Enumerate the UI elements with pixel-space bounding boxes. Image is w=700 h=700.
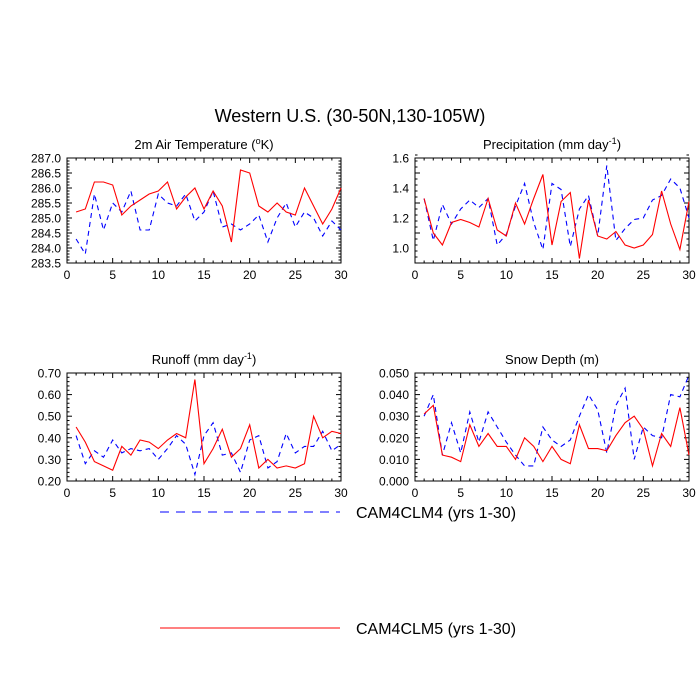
- x-tick-label: 30: [682, 268, 696, 282]
- air-temperature-title: 2m Air Temperature (oK): [134, 136, 273, 152]
- title-text-end: ): [252, 352, 256, 367]
- x-tick-label: 0: [64, 486, 71, 500]
- snow-depth-frame: [414, 372, 690, 482]
- x-tick-label: 30: [334, 486, 348, 500]
- y-tick-label: 0.030: [379, 410, 409, 424]
- y-tick-label: 0.000: [379, 475, 409, 489]
- series-line-cam4clm4: [75, 421, 342, 477]
- y-tick-label: 0.020: [379, 431, 409, 445]
- title-superscript: -1: [609, 136, 617, 146]
- legend-label-cam4clm4: CAM4CLM4 (yrs 1-30): [356, 505, 516, 522]
- x-tick-label: 0: [412, 268, 419, 282]
- title-superscript: o: [256, 136, 261, 146]
- air-temperature-frame: [66, 157, 342, 264]
- x-tick-label: 10: [152, 268, 166, 282]
- x-tick-label: 20: [243, 268, 257, 282]
- x-tick-label: 20: [591, 268, 605, 282]
- series-line-cam4clm4: [423, 165, 690, 250]
- title-text: 2m Air Temperature (: [134, 137, 256, 152]
- y-tick-label: 1.0: [392, 242, 409, 256]
- x-tick-label: 0: [64, 268, 71, 282]
- precipitation-title: Precipitation (mm day-1): [483, 136, 621, 152]
- panel-snow-depth: Snow Depth (m) 0 5 10 15 20 25 30 0.000 0.010 0.02…: [379, 352, 696, 500]
- y-tick-label: 0.010: [379, 453, 409, 467]
- x-tick-label: 30: [334, 268, 348, 282]
- title-superscript: -1: [244, 351, 252, 361]
- x-tick-label: 25: [289, 486, 303, 500]
- series-line-cam4clm5: [75, 169, 342, 243]
- x-tick-label: 10: [500, 268, 514, 282]
- panel-air-temperature: 2m Air Temperature (oK) 0 5 10 15 20 25 30 283.5…: [31, 136, 348, 282]
- x-tick-label: 20: [243, 486, 257, 500]
- x-tick-label: 5: [109, 486, 116, 500]
- y-tick-label: 286.5: [31, 167, 61, 181]
- x-tick-label: 15: [197, 268, 211, 282]
- x-tick-label: 15: [545, 268, 559, 282]
- y-tick-label: 285.5: [31, 197, 61, 211]
- figure-title: Western U.S. (30-50N,130-105W): [215, 106, 486, 126]
- x-tick-label: 0: [412, 486, 419, 500]
- x-tick-label: 5: [457, 268, 464, 282]
- runoff-frame: [66, 372, 342, 482]
- series-line-cam4clm5: [423, 404, 690, 469]
- snow-depth-title: Snow Depth (m): [505, 352, 599, 367]
- series-line-cam4clm5: [75, 379, 342, 471]
- y-tick-label: 0.40: [38, 431, 62, 445]
- y-tick-label: 0.30: [38, 453, 62, 467]
- y-tick-label: 284.5: [31, 227, 61, 241]
- y-tick-label: 285.0: [31, 212, 61, 226]
- series-line-cam4clm4: [423, 374, 690, 467]
- panel-precipitation: Precipitation (mm day-1) 0 5 10 15 20 25 30 1.0 1…: [392, 136, 696, 282]
- runoff-title: Runoff (mm day-1): [152, 351, 257, 367]
- y-tick-label: 287.0: [31, 152, 61, 166]
- y-tick-label: 1.6: [392, 152, 409, 166]
- x-tick-label: 10: [500, 486, 514, 500]
- precipitation-frame: [414, 157, 690, 264]
- x-tick-label: 25: [637, 268, 651, 282]
- x-tick-label: 10: [152, 486, 166, 500]
- x-tick-label: 15: [197, 486, 211, 500]
- series-line-cam4clm5: [423, 174, 690, 259]
- x-tick-label: 25: [289, 268, 303, 282]
- x-tick-label: 5: [109, 268, 116, 282]
- title-text-end: ): [617, 137, 621, 152]
- y-tick-label: 1.2: [392, 212, 409, 226]
- title-text: Runoff (mm day: [152, 352, 245, 367]
- y-tick-label: 0.20: [38, 475, 62, 489]
- x-tick-label: 20: [591, 486, 605, 500]
- title-text-end: K): [261, 137, 274, 152]
- x-tick-label: 5: [457, 486, 464, 500]
- y-tick-label: 0.50: [38, 410, 62, 424]
- x-tick-label: 25: [637, 486, 651, 500]
- y-tick-label: 0.050: [379, 367, 409, 381]
- legend: CAM4CLM4 (yrs 1-30) CAM4CLM5 (yrs 1-30): [160, 505, 516, 638]
- y-tick-label: 286.0: [31, 182, 61, 196]
- y-tick-label: 284.0: [31, 242, 61, 256]
- y-tick-label: 0.70: [38, 367, 62, 381]
- x-tick-label: 15: [545, 486, 559, 500]
- y-tick-label: 0.040: [379, 388, 409, 402]
- panel-runoff: Runoff (mm day-1) 0 5 10 15 20 25 30 0.20 0.30 0.4…: [38, 351, 348, 500]
- x-tick-label: 30: [682, 486, 696, 500]
- title-text: Precipitation (mm day: [483, 137, 609, 152]
- y-tick-label: 0.60: [38, 388, 62, 402]
- y-tick-label: 1.4: [392, 182, 409, 196]
- legend-label-cam4clm5: CAM4CLM5 (yrs 1-30): [356, 621, 516, 638]
- title-text: Snow Depth (m): [505, 352, 599, 367]
- y-tick-label: 283.5: [31, 257, 61, 271]
